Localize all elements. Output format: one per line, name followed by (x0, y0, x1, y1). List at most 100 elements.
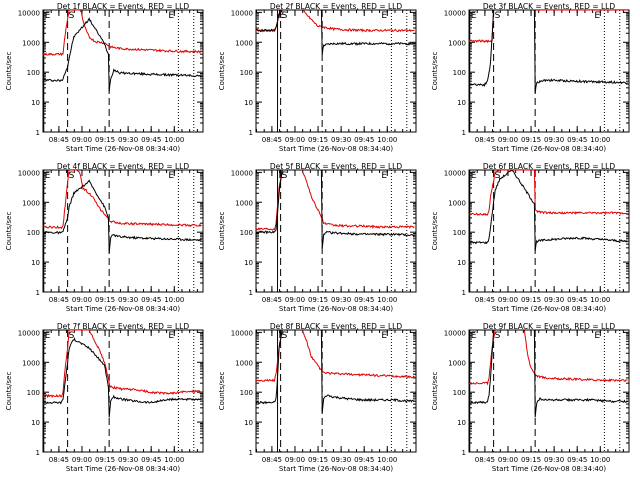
detector-panel-9: 1 10 100 1000 10000 08:45 09:00 09:15 09:30 09:45… (431, 322, 630, 473)
interval-label-post: E (381, 11, 387, 21)
interval-label-post: E (168, 11, 174, 21)
x-tick-label: 10:00 (377, 296, 397, 304)
y-tick-label: 1 (36, 129, 40, 137)
x-axis-label: Start Time (26-Nov-08 08:34:40) (492, 145, 606, 153)
y-tick-label: 1000 (235, 39, 253, 47)
interval-label-during: S (282, 11, 288, 21)
x-tick-label: 09:30 (544, 136, 564, 144)
x-tick-label: 08:45 (262, 136, 282, 144)
y-tick-label: 10000 (18, 329, 40, 337)
lld-series-line (43, 10, 202, 57)
y-axis-label: Counts/sec (5, 372, 13, 411)
axes-frame (42, 329, 204, 453)
x-tick-label: 09:30 (331, 296, 351, 304)
y-tick-label: 1 (462, 129, 466, 137)
lld-series-line (43, 170, 202, 230)
panel-title: Det 2f BLACK = Events, RED = LLD (270, 2, 403, 11)
y-tick-label: 100 (453, 389, 466, 397)
y-axis-label: Counts/sec (218, 372, 226, 411)
interval-label-pre: E (471, 171, 477, 181)
detector-panel-8: 1 10 100 1000 10000 08:45 09:00 09:15 09:30 09:45… (218, 322, 417, 473)
x-tick-label: 09:45 (354, 456, 374, 464)
interval-label-during: S (282, 171, 288, 181)
x-tick-label: 09:30 (118, 136, 138, 144)
x-tick-label: 10:00 (164, 136, 184, 144)
y-tick-label: 100 (453, 69, 466, 77)
interval-label-pre: E (45, 171, 51, 181)
x-tick-label: 09:00 (498, 296, 518, 304)
events-series-line (256, 10, 415, 55)
x-tick-label: 09:15 (308, 456, 328, 464)
x-tick-label: 09:15 (308, 296, 328, 304)
x-tick-label: 09:45 (567, 296, 587, 304)
x-tick-label: 10:00 (377, 136, 397, 144)
x-tick-label: 09:00 (285, 456, 305, 464)
interval-label-during: S (495, 171, 501, 181)
lld-series-line (256, 330, 415, 382)
x-tick-label: 09:00 (72, 136, 92, 144)
y-tick-label: 1000 (22, 359, 40, 367)
y-tick-label: 1 (462, 289, 466, 297)
x-tick-label: 09:30 (331, 456, 351, 464)
axes-frame (255, 9, 417, 133)
axes-frame (42, 9, 204, 133)
x-tick-label: 09:30 (118, 456, 138, 464)
x-tick-label: 09:00 (285, 296, 305, 304)
panel-title: Det 3f BLACK = Events, RED = LLD (483, 2, 616, 11)
interval-label-pre: E (45, 331, 51, 341)
y-tick-label: 1 (249, 449, 253, 457)
panel-title: Det 8f BLACK = Events, RED = LLD (270, 322, 403, 331)
y-tick-label: 10000 (231, 169, 253, 177)
y-tick-label: 10 (31, 99, 40, 107)
y-tick-label: 10 (31, 259, 40, 267)
events-series-line (256, 170, 415, 249)
x-tick-label: 09:45 (567, 136, 587, 144)
panel-title: Det 6f BLACK = Events, RED = LLD (483, 162, 616, 171)
panel-title: Det 7f BLACK = Events, RED = LLD (57, 322, 190, 331)
x-tick-label: 08:45 (475, 296, 495, 304)
x-tick-label: 08:45 (49, 456, 69, 464)
x-tick-label: 09:45 (354, 296, 374, 304)
y-axis-label: Counts/sec (431, 52, 439, 91)
y-tick-label: 1000 (22, 199, 40, 207)
interval-label-post: E (594, 171, 600, 181)
y-tick-label: 10 (244, 99, 253, 107)
y-tick-label: 10000 (18, 9, 40, 17)
events-series-line (469, 330, 628, 418)
x-tick-label: 09:45 (141, 136, 161, 144)
interval-label-pre: E (45, 11, 51, 21)
y-tick-label: 10 (457, 99, 466, 107)
y-axis-label: Counts/sec (218, 52, 226, 91)
y-axis-label: Counts/sec (5, 52, 13, 91)
interval-label-post: E (594, 331, 600, 341)
x-axis-label: Start Time (26-Nov-08 08:34:40) (66, 145, 180, 153)
x-tick-label: 09:15 (308, 136, 328, 144)
x-axis-label: Start Time (26-Nov-08 08:34:40) (279, 465, 393, 473)
x-tick-label: 09:45 (141, 456, 161, 464)
interval-label-during: S (495, 331, 501, 341)
x-tick-label: 10:00 (377, 456, 397, 464)
panel-title: Det 9f BLACK = Events, RED = LLD (483, 322, 616, 331)
y-tick-label: 1000 (22, 39, 40, 47)
y-tick-label: 10 (457, 259, 466, 267)
detector-panel-7: 1 10 100 1000 10000 08:45 09:00 09:15 09:30 09:45… (5, 322, 204, 473)
y-tick-label: 100 (27, 69, 40, 77)
y-tick-label: 10000 (231, 9, 253, 17)
x-tick-label: 10:00 (164, 296, 184, 304)
x-tick-label: 08:45 (475, 136, 495, 144)
detector-panel-5: 1 10 100 1000 10000 08:45 09:00 09:15 09:30 09:45… (218, 162, 417, 313)
x-axis-label: Start Time (26-Nov-08 08:34:40) (279, 145, 393, 153)
panel-title: Det 4f BLACK = Events, RED = LLD (57, 162, 190, 171)
y-tick-label: 10000 (18, 169, 40, 177)
detector-panel-1: 1 10 100 1000 10000 08:45 09:00 09:15 09:30 09:45… (5, 2, 204, 153)
interval-label-post: E (594, 11, 600, 21)
events-series-line (256, 330, 415, 413)
y-axis-label: Counts/sec (5, 212, 13, 251)
y-tick-label: 1000 (448, 359, 466, 367)
y-tick-label: 1000 (448, 39, 466, 47)
y-tick-label: 1 (249, 129, 253, 137)
x-tick-label: 09:00 (285, 136, 305, 144)
y-tick-label: 100 (453, 229, 466, 237)
x-tick-label: 08:45 (475, 456, 495, 464)
